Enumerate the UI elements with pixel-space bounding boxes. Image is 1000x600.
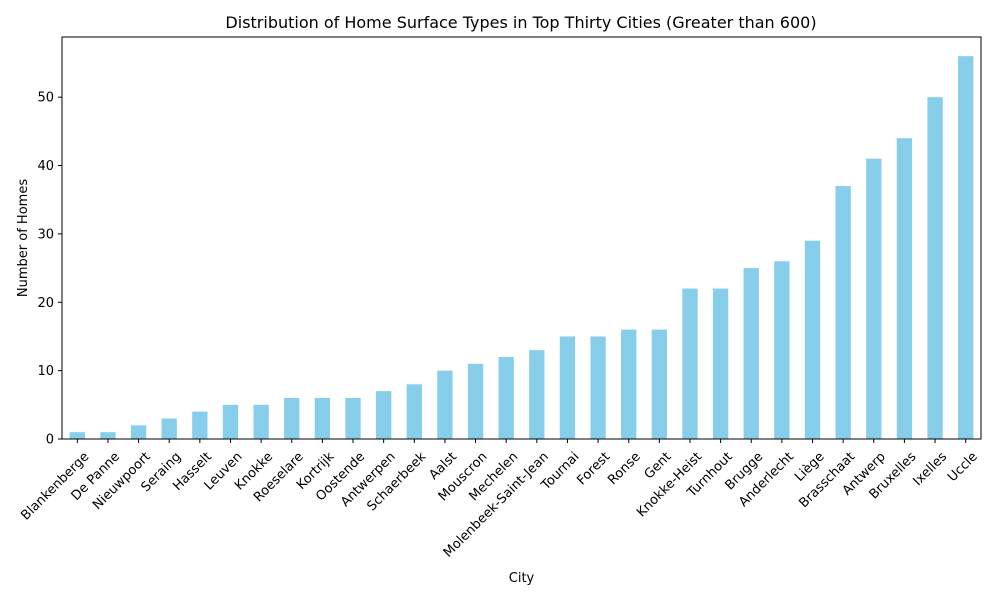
y-tick-label: 10 — [37, 364, 54, 379]
bar-tournai — [559, 336, 576, 439]
x-axis-label: City — [509, 571, 535, 586]
y-tick-label: 0 — [46, 433, 54, 448]
bar-forest — [590, 336, 606, 439]
bar-nieuwpoort — [130, 425, 147, 439]
bar-aalst — [437, 370, 453, 439]
bar-roeselare — [284, 397, 300, 439]
bar-brasschaat — [835, 186, 851, 439]
y-tick-label: 20 — [37, 296, 54, 311]
chart-title: Distribution of Home Surface Types in To… — [225, 13, 816, 32]
bar-knokke — [253, 404, 269, 439]
y-tick-label: 40 — [37, 159, 54, 174]
bar-anderlecht — [774, 261, 790, 439]
bar-antwerpen — [375, 391, 392, 439]
bar-seraing — [161, 418, 177, 439]
x-tick-label: Uccle — [945, 449, 981, 485]
x-tick-label: Forest — [574, 449, 613, 488]
bar-knokke-heist — [682, 288, 698, 439]
bar-ixelles — [927, 97, 943, 439]
bar-kortrijk — [314, 397, 331, 439]
bar-blankenberge — [69, 432, 85, 439]
bar-schaerbeek — [406, 384, 422, 439]
bar-mouscron — [467, 363, 484, 439]
plot-frame — [61, 36, 982, 440]
bar-leuven — [222, 404, 239, 439]
bar-gent — [651, 329, 668, 439]
bar-li-ge — [804, 240, 821, 439]
bar-ronse — [621, 329, 637, 439]
y-axis: 0 10 20 30 40 50 — [37, 91, 62, 448]
bar-oostende — [345, 397, 361, 439]
y-tick-label: 50 — [37, 91, 54, 106]
bars-group — [69, 56, 974, 440]
bar-de-panne — [100, 432, 116, 439]
bar-antwerp — [866, 158, 882, 439]
bar-turnhout — [712, 288, 729, 439]
bar-uccle — [958, 56, 974, 440]
x-tick-label: Ronse — [605, 449, 643, 487]
bar-mechelen — [498, 356, 514, 439]
x-tick-label: Ixelles — [910, 449, 950, 489]
bar-molenbeek-saint-jean — [529, 350, 545, 439]
bar-hasselt — [192, 411, 208, 439]
y-axis-label: Number of Homes — [16, 179, 31, 297]
bar-bruxelles — [896, 138, 913, 440]
bar-brugge — [743, 268, 759, 439]
y-tick-label: 30 — [37, 227, 54, 242]
